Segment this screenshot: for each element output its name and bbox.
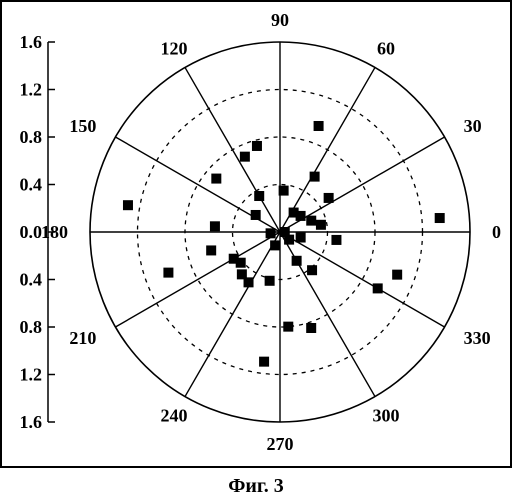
polar-plot-svg: 03060901201501802102402703003301.61.20.8… — [0, 0, 512, 500]
angle-label: 210 — [69, 328, 96, 348]
data-point — [373, 283, 383, 293]
data-point — [270, 240, 280, 250]
radial-label: 0.4 — [20, 175, 43, 195]
data-point — [252, 141, 262, 151]
radial-label: 0.0 — [20, 222, 43, 242]
data-point — [210, 221, 220, 231]
radial-label: 0.8 — [20, 127, 43, 147]
data-point — [324, 193, 334, 203]
data-point — [206, 245, 216, 255]
data-point — [331, 235, 341, 245]
data-point — [266, 228, 276, 238]
angle-label: 240 — [161, 406, 188, 426]
data-point — [392, 270, 402, 280]
data-point — [265, 276, 275, 286]
data-point — [435, 213, 445, 223]
data-point — [310, 172, 320, 182]
data-point — [284, 235, 294, 245]
data-point — [123, 200, 133, 210]
data-point — [289, 208, 299, 218]
angle-label: 300 — [373, 406, 400, 426]
data-point — [211, 174, 221, 184]
data-point — [240, 152, 250, 162]
data-point — [292, 256, 302, 266]
angle-label: 60 — [377, 38, 395, 58]
radial-label: 1.2 — [20, 365, 43, 385]
radial-label: 1.6 — [20, 412, 43, 432]
angle-label: 90 — [271, 10, 289, 30]
data-point — [251, 210, 261, 220]
radial-label: 0.8 — [20, 317, 43, 337]
data-point — [244, 277, 254, 287]
angle-label: 150 — [69, 116, 96, 136]
data-point — [163, 268, 173, 278]
data-point — [279, 186, 289, 196]
angle-label: 270 — [267, 434, 294, 454]
radial-label: 1.6 — [20, 32, 43, 52]
polar-scatter-figure: 03060901201501802102402703003301.61.20.8… — [0, 0, 512, 500]
data-point — [316, 220, 326, 230]
angle-label: 0 — [492, 222, 501, 242]
data-point — [236, 258, 246, 268]
figure-caption: Фиг. 3 — [228, 475, 284, 497]
angle-label: 330 — [464, 328, 491, 348]
data-point — [283, 322, 293, 332]
data-point — [259, 357, 269, 367]
data-point — [306, 216, 316, 226]
data-point — [254, 191, 264, 201]
radial-label: 0.4 — [20, 270, 43, 290]
chart-border — [1, 1, 511, 467]
data-point — [314, 121, 324, 131]
angle-label: 30 — [464, 116, 482, 136]
angle-label: 120 — [161, 38, 188, 58]
data-point — [306, 323, 316, 333]
data-point — [296, 233, 306, 243]
radial-label: 1.2 — [20, 80, 43, 100]
data-point — [307, 265, 317, 275]
